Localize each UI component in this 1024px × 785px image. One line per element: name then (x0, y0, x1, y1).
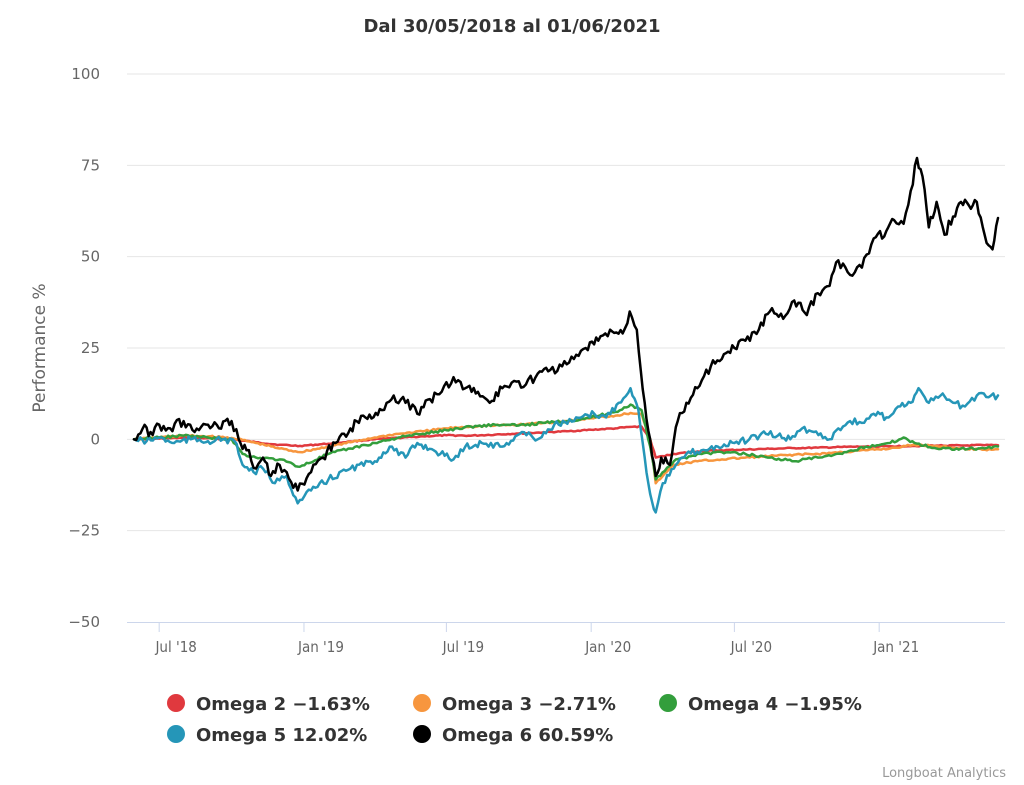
x-tick-label: Jan '20 (584, 638, 631, 656)
series-line-omega-4[interactable] (132, 403, 1000, 481)
y-tick-label: −25 (68, 522, 100, 540)
x-tick-label: Jul '18 (154, 638, 196, 656)
x-tick-label: Jul '19 (442, 638, 484, 656)
legend-item-omega-6[interactable]: Omega 6 60.59% (413, 725, 613, 746)
chart-title: Dal 30/05/2018 al 01/06/2021 (363, 16, 660, 37)
credits-label[interactable]: Longboat Analytics (882, 766, 1006, 781)
legend: Omega 2 −1.63% Omega 3 −2.71% Omega 4 −1.9… (167, 694, 862, 746)
legend-label: Omega 2 −1.63% (196, 694, 370, 715)
y-axis-label: Performance % (30, 283, 50, 412)
y-tick-label: 50 (81, 248, 100, 266)
legend-item-omega-5[interactable]: Omega 5 12.02% (167, 725, 367, 746)
legend-marker (167, 694, 185, 712)
series-line-omega-5[interactable] (132, 386, 1000, 514)
x-tick-label: Jan '21 (872, 638, 919, 656)
legend-label: Omega 5 12.02% (196, 725, 367, 746)
legend-item-omega-4[interactable]: Omega 4 −1.95% (659, 694, 862, 715)
y-tick-label: 75 (81, 156, 100, 174)
legend-marker (167, 725, 185, 743)
series-line-omega-6[interactable] (132, 156, 1000, 492)
legend-marker (413, 725, 431, 743)
y-tick-label: 25 (81, 339, 100, 357)
legend-item-omega-3[interactable]: Omega 3 −2.71% (413, 694, 616, 715)
legend-label: Omega 4 −1.95% (688, 694, 862, 715)
y-tick-label: −50 (68, 613, 100, 631)
grid-lines (127, 73, 1005, 532)
legend-marker (413, 694, 431, 712)
series-lines (132, 156, 1000, 514)
x-tick-label: Jul '20 (730, 638, 772, 656)
y-tick-label: 0 (90, 430, 100, 448)
series-line-omega-2[interactable] (132, 424, 1000, 459)
y-axis-ticks: 100 75 50 25 0 −25 −50 (68, 65, 100, 631)
x-tick-label: Jan '19 (297, 638, 344, 656)
legend-label: Omega 6 60.59% (442, 725, 613, 746)
x-axis: Jul '18 Jan '19 Jul '19 Jan '20 Jul '20 Jan '… (127, 622, 1005, 656)
y-tick-label: 100 (71, 65, 100, 83)
legend-marker (659, 694, 677, 712)
legend-label: Omega 3 −2.71% (442, 694, 616, 715)
legend-item-omega-2[interactable]: Omega 2 −1.63% (167, 694, 370, 715)
